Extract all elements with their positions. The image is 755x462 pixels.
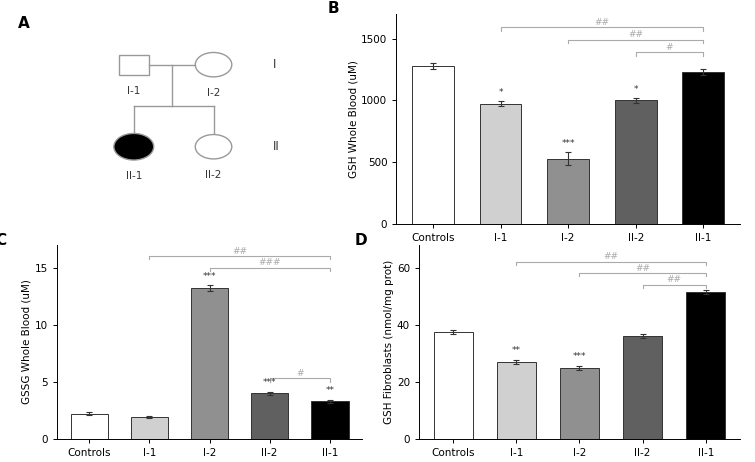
Bar [70, 414, 108, 439]
Text: B: B [328, 1, 339, 16]
Text: ###: ### [258, 258, 281, 267]
Text: **: ** [325, 386, 334, 395]
Text: #: # [666, 43, 673, 52]
Y-axis label: GSH Fibroblasts (nmol/mg prot): GSH Fibroblasts (nmol/mg prot) [384, 260, 394, 424]
Text: *: * [633, 85, 638, 94]
Ellipse shape [196, 53, 232, 77]
Bar [311, 401, 349, 439]
Text: II-2: II-2 [205, 170, 222, 180]
Bar [119, 55, 149, 75]
Text: II-1: II-1 [125, 171, 142, 181]
Text: C: C [0, 233, 7, 248]
Text: ##: ## [667, 275, 682, 284]
Text: ***: *** [573, 353, 586, 361]
Bar [623, 336, 662, 439]
Bar [131, 417, 168, 439]
Text: #: # [296, 369, 304, 378]
Bar [412, 66, 454, 224]
Bar [497, 362, 536, 439]
Text: ##: ## [635, 264, 650, 273]
Text: ***: *** [263, 378, 276, 387]
Text: ***: *** [562, 139, 575, 148]
Text: ##: ## [603, 252, 618, 261]
Text: *: * [498, 88, 503, 97]
Text: I-2: I-2 [207, 88, 220, 98]
Text: I: I [273, 58, 276, 71]
Y-axis label: GSH Whole Blood (uM): GSH Whole Blood (uM) [348, 60, 359, 178]
Ellipse shape [114, 134, 154, 160]
Text: D: D [355, 233, 368, 248]
Bar [683, 72, 724, 224]
Text: ##: ## [594, 18, 609, 27]
Bar [479, 103, 522, 224]
Text: ##: ## [628, 30, 643, 39]
Text: ***: *** [203, 272, 216, 281]
Text: **: ** [512, 346, 521, 355]
Text: A: A [17, 16, 29, 31]
Y-axis label: GSSG Whole Blood (uM): GSSG Whole Blood (uM) [22, 280, 32, 404]
Ellipse shape [196, 134, 232, 159]
Bar [433, 332, 473, 439]
Text: I-1: I-1 [127, 86, 140, 96]
Bar [191, 288, 228, 439]
Bar [547, 158, 589, 224]
Text: ##: ## [232, 247, 247, 255]
Bar [251, 393, 288, 439]
Text: II: II [273, 140, 280, 153]
Bar [560, 368, 599, 439]
Bar [686, 292, 726, 439]
Bar [615, 100, 657, 224]
